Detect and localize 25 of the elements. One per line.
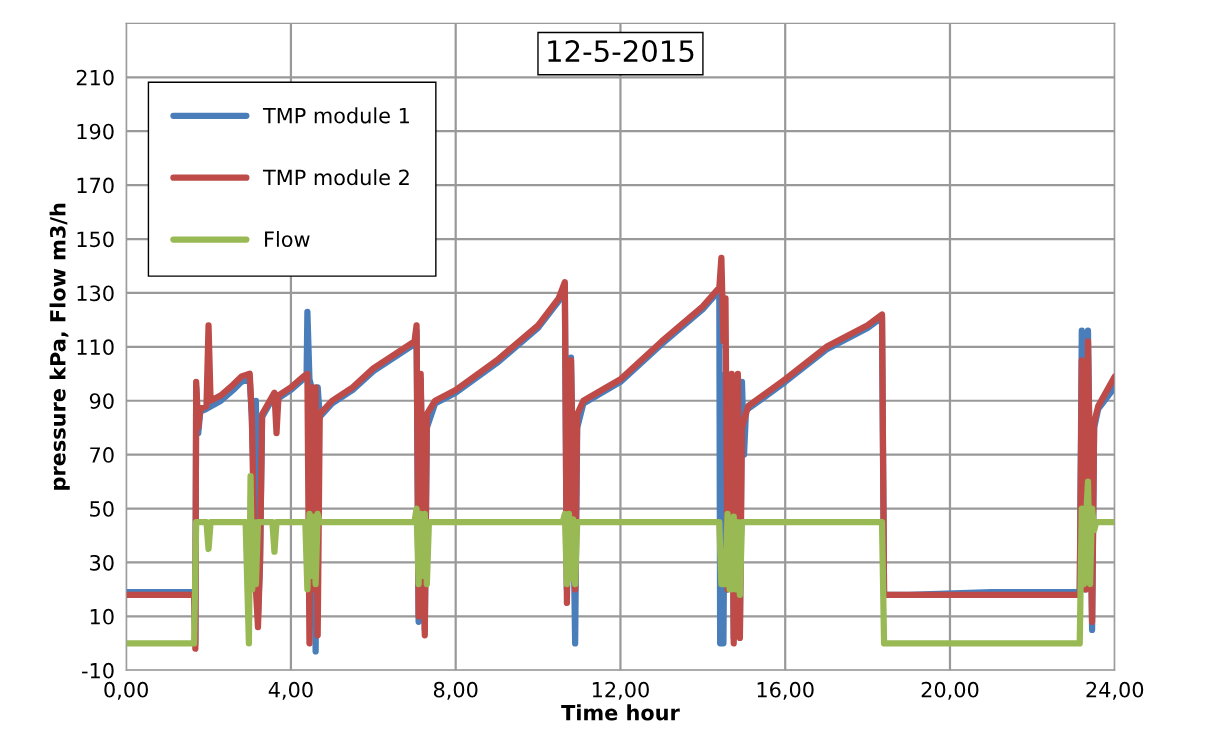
x-tick-label: 24,00 bbox=[1086, 681, 1144, 700]
y-tick-label: 150 bbox=[77, 231, 114, 248]
y-tick-label: 30 bbox=[90, 554, 114, 571]
y-tick-label: 190 bbox=[77, 123, 114, 140]
y-axis-title: pressure kPa, Flow m3/h bbox=[49, 203, 70, 490]
y-tick-label: 130 bbox=[77, 285, 114, 302]
x-tick-label: 4,00 bbox=[268, 681, 313, 700]
y-tick-label: 110 bbox=[77, 339, 114, 356]
x-tick-label: 20,00 bbox=[921, 681, 979, 700]
legend-label: Flow bbox=[265, 230, 310, 248]
chart-title: 12-5-2015 bbox=[548, 40, 694, 63]
y-tick-label: 90 bbox=[89, 393, 114, 409]
x-axis-title: Time hour bbox=[561, 704, 680, 721]
legend-label: TMP module 1 bbox=[262, 107, 409, 124]
y-tick-label: -10 bbox=[82, 662, 114, 679]
y-tick-label: 50 bbox=[90, 501, 114, 517]
y-tick-label: 210 bbox=[76, 69, 114, 86]
x-tick-label: 0,00 bbox=[104, 681, 148, 700]
y-tick-label: 10 bbox=[90, 608, 114, 625]
y-tick-label: 170 bbox=[77, 177, 114, 194]
legend-label: TMP module 2 bbox=[262, 169, 409, 186]
y-tick-label: 70 bbox=[90, 447, 114, 463]
x-tick-label: 8,00 bbox=[433, 681, 478, 700]
x-tick-label: 12,00 bbox=[592, 681, 649, 700]
x-tick-label: 16,00 bbox=[757, 681, 814, 700]
